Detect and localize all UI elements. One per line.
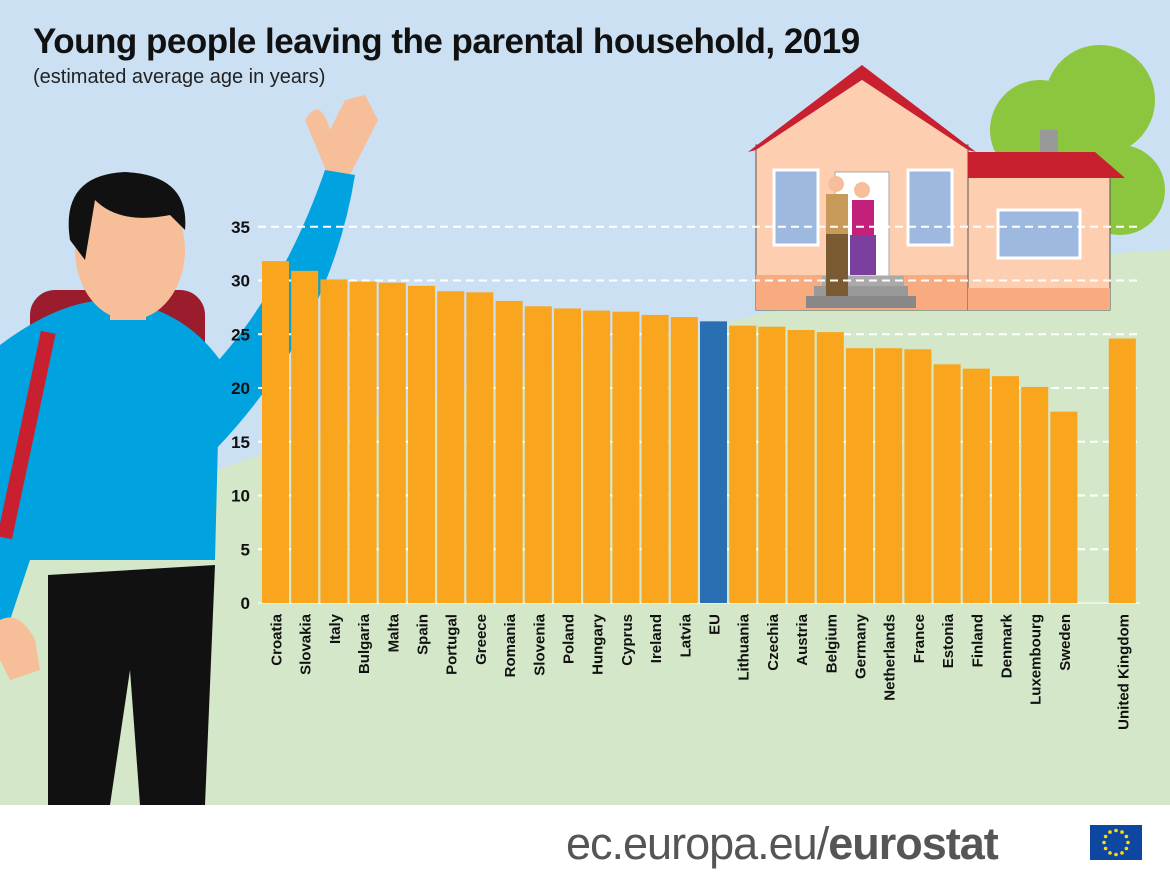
- y-tick-label: 35: [231, 218, 250, 237]
- y-tick-label: 30: [231, 272, 250, 291]
- bar-croatia: [262, 261, 289, 603]
- star-icon: [1102, 840, 1106, 845]
- x-tick-label: Latvia: [677, 613, 694, 657]
- star-icon: [1108, 851, 1112, 855]
- bar-eu: [700, 321, 727, 603]
- bar-slovakia: [291, 270, 319, 603]
- bar-denmark: [992, 376, 1019, 603]
- person-illustration: [0, 95, 378, 805]
- y-tick-label: 15: [231, 433, 250, 452]
- star-icon: [1124, 846, 1129, 851]
- bar-latvia: [670, 317, 698, 603]
- bar-spain: [408, 285, 435, 603]
- footer-background: [0, 805, 1170, 877]
- x-tick-label: Sweden: [1057, 614, 1074, 671]
- bar-czechia: [758, 326, 786, 603]
- x-tick-label: Bulgaria: [356, 613, 373, 674]
- bar-greece: [466, 292, 494, 603]
- star-icon: [1126, 840, 1130, 845]
- x-tick-label: Cyprus: [619, 614, 636, 666]
- bar-netherlands: [875, 348, 903, 603]
- footer-site: ec.europa.eu/: [566, 818, 829, 869]
- x-tick-label: Italy: [327, 613, 344, 644]
- bar-estonia: [933, 364, 961, 603]
- x-tick-label: Netherlands: [882, 614, 899, 701]
- bar-italy: [320, 279, 348, 603]
- star-icon: [1108, 830, 1112, 834]
- x-tick-label: Romania: [502, 613, 519, 677]
- bar-lithuania: [729, 325, 757, 603]
- bar-cyprus: [612, 311, 640, 603]
- star-icon: [1124, 834, 1129, 839]
- bar-slovenia: [524, 306, 552, 603]
- star-icon: [1114, 852, 1118, 857]
- x-tick-label: Denmark: [999, 613, 1016, 678]
- star-icon: [1114, 828, 1118, 833]
- x-tick-label: Slovenia: [531, 613, 548, 675]
- star-icon: [1120, 830, 1124, 834]
- eu-flag-icon: [1090, 825, 1142, 860]
- y-tick-label: 20: [231, 379, 250, 398]
- chart-title: Young people leaving the parental househ…: [33, 22, 860, 61]
- x-tick-label: Spain: [415, 614, 432, 655]
- x-tick-label: Luxembourg: [1028, 614, 1045, 705]
- x-tick-label: Ireland: [648, 614, 665, 663]
- bar-ireland: [641, 314, 669, 603]
- bar-poland: [554, 308, 581, 603]
- x-tick-label: Poland: [561, 614, 578, 664]
- x-tick-label: Czechia: [765, 613, 782, 670]
- x-tick-label: Hungary: [590, 613, 607, 675]
- x-tick-label: United Kingdom: [1115, 614, 1132, 730]
- star-icon: [1103, 834, 1108, 839]
- bar-germany: [846, 348, 873, 603]
- x-tick-label: France: [911, 614, 928, 663]
- x-tick-label: Malta: [385, 613, 402, 652]
- star-icon: [1120, 851, 1124, 855]
- x-tick-label: Lithuania: [736, 613, 753, 680]
- chart-subtitle: (estimated average age in years): [33, 66, 326, 88]
- bar-austria: [787, 329, 815, 603]
- bar-bulgaria: [349, 281, 377, 603]
- eurostat-logo[interactable]: ec.europa.eu/eurostat: [566, 818, 999, 870]
- star-icon: [1103, 846, 1108, 851]
- x-tick-label: Finland: [969, 614, 986, 667]
- y-tick-label: 0: [241, 594, 250, 613]
- bar-romania: [495, 300, 523, 603]
- y-tick-label: 5: [241, 540, 250, 559]
- bar-finland: [962, 368, 990, 603]
- bar-hungary: [583, 310, 611, 603]
- y-tick-label: 10: [231, 487, 250, 506]
- bar-portugal: [437, 291, 465, 603]
- x-tick-label: Slovakia: [298, 613, 315, 675]
- bar-belgium: [816, 332, 844, 603]
- bar-france: [904, 349, 932, 603]
- x-tick-label: Portugal: [444, 614, 461, 675]
- bar-luxembourg: [1021, 386, 1049, 603]
- bar-sweden: [1050, 411, 1078, 603]
- x-tick-label: EU: [707, 614, 724, 635]
- footer-brand: eurostat: [828, 818, 999, 869]
- x-tick-label: Estonia: [940, 613, 957, 668]
- x-tick-label: Germany: [853, 613, 870, 679]
- y-tick-label: 25: [231, 325, 250, 344]
- bar-united-kingdom: [1108, 338, 1136, 603]
- x-tick-label: Austria: [794, 613, 811, 665]
- x-tick-label: Croatia: [269, 613, 286, 665]
- bar-malta: [378, 282, 406, 603]
- x-tick-label: Belgium: [823, 614, 840, 673]
- x-tick-label: Greece: [473, 614, 490, 665]
